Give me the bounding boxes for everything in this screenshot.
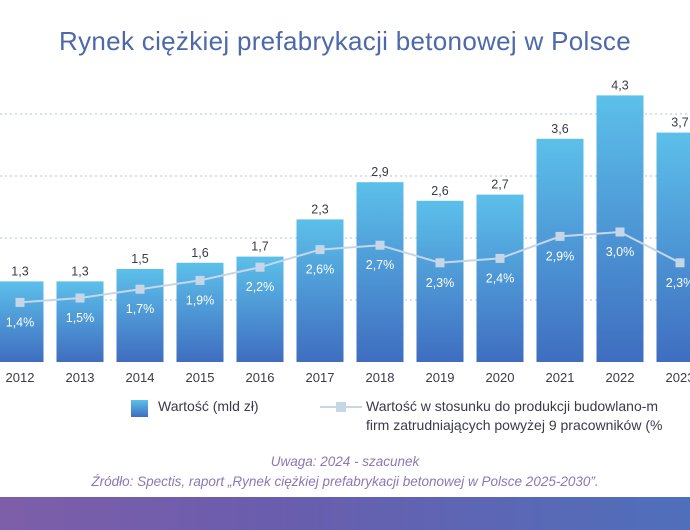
percent-series-line	[19, 230, 681, 304]
x-tick-label: 2013	[66, 370, 95, 385]
x-tick-label: 2019	[426, 370, 455, 385]
chart-plot: 1,3 2012 1,3 2013 1,5 2014 1,6 2015 1,7 2016 2,3 20…	[0, 78, 690, 385]
bar-value-label: 1,7	[251, 240, 268, 254]
percent-value-label: 2,9%	[546, 249, 575, 263]
bar-value-label: 3,7	[671, 116, 688, 130]
percent-value-label: 2,3%	[426, 276, 455, 290]
bar	[116, 269, 164, 362]
percent-point	[75, 293, 85, 303]
x-tick-label: 2023	[666, 370, 690, 385]
legend-line-swatch	[320, 400, 362, 414]
bar-value-label: 2,3	[311, 202, 328, 216]
percent-value-label: 1,9%	[186, 293, 215, 307]
bar	[0, 281, 44, 362]
bar-value-label: 2,9	[371, 165, 388, 179]
percent-point	[255, 262, 265, 272]
bar-value-label: 4,3	[611, 78, 628, 92]
source-note: Źródło: Spectis, raport „Rynek ciężkiej …	[91, 474, 599, 489]
bar	[356, 182, 404, 362]
bar-value-label: 1,6	[191, 246, 208, 260]
percent-point	[555, 231, 565, 241]
bar-value-label: 1,3	[71, 264, 88, 278]
chart-title: Rynek ciężkiej prefabrykacji betonowej w…	[59, 26, 631, 56]
legend-bars-label: Wartość (mld zł)	[158, 398, 259, 414]
x-tick-label: 2018	[366, 370, 395, 385]
bar	[296, 219, 344, 362]
x-tick-label: 2014	[126, 370, 155, 385]
x-tick-label: 2016	[246, 370, 275, 385]
x-tick-label: 2022	[606, 370, 635, 385]
percent-value-label: 1,7%	[126, 302, 155, 316]
x-tick-label: 2015	[186, 370, 215, 385]
bar	[476, 194, 524, 362]
percent-value-label: 2,7%	[366, 258, 395, 272]
bar-value-label: 3,6	[551, 122, 568, 136]
x-tick-label: 2021	[546, 370, 575, 385]
percent-value-label: 2,2%	[246, 280, 275, 294]
x-tick-label: 2012	[6, 370, 35, 385]
bar-value-label: 1,5	[131, 252, 148, 266]
percent-point	[675, 258, 685, 268]
percent-value-label: 1,4%	[6, 315, 35, 329]
remark-note: Uwaga: 2024 - szacunek	[270, 454, 420, 469]
percent-value-label: 2,6%	[306, 263, 335, 277]
decorative-bottom-band	[0, 497, 690, 530]
x-tick-label: 2017	[306, 370, 335, 385]
bar-value-label: 2,6	[431, 184, 448, 198]
x-tick-label: 2020	[486, 370, 515, 385]
percent-point	[135, 284, 145, 294]
legend-line-label-1: Wartość w stosunku do produkcji budowlan…	[366, 398, 659, 414]
bar	[236, 256, 284, 362]
percent-point	[195, 275, 205, 285]
legend-bar-swatch	[131, 400, 148, 417]
bar-value-label: 1,3	[11, 264, 28, 278]
bar	[536, 138, 584, 362]
percent-value-label: 2,4%	[486, 271, 515, 285]
bar	[656, 132, 690, 362]
percent-value-label: 2,3%	[666, 276, 690, 290]
percent-value-label: 1,5%	[66, 311, 95, 325]
percent-point	[435, 258, 445, 268]
legend-line-marker	[336, 402, 346, 412]
percent-point	[15, 297, 25, 307]
percent-value-label: 3,0%	[606, 245, 635, 259]
percent-point	[495, 253, 505, 263]
percent-point	[315, 245, 325, 255]
bar-value-label: 2,7	[491, 178, 508, 192]
bar	[416, 200, 464, 362]
legend-line-label-2: firm zatrudniających powyżej 9 pracownik…	[366, 417, 663, 433]
percent-point	[615, 227, 625, 237]
percent-point	[375, 240, 385, 250]
